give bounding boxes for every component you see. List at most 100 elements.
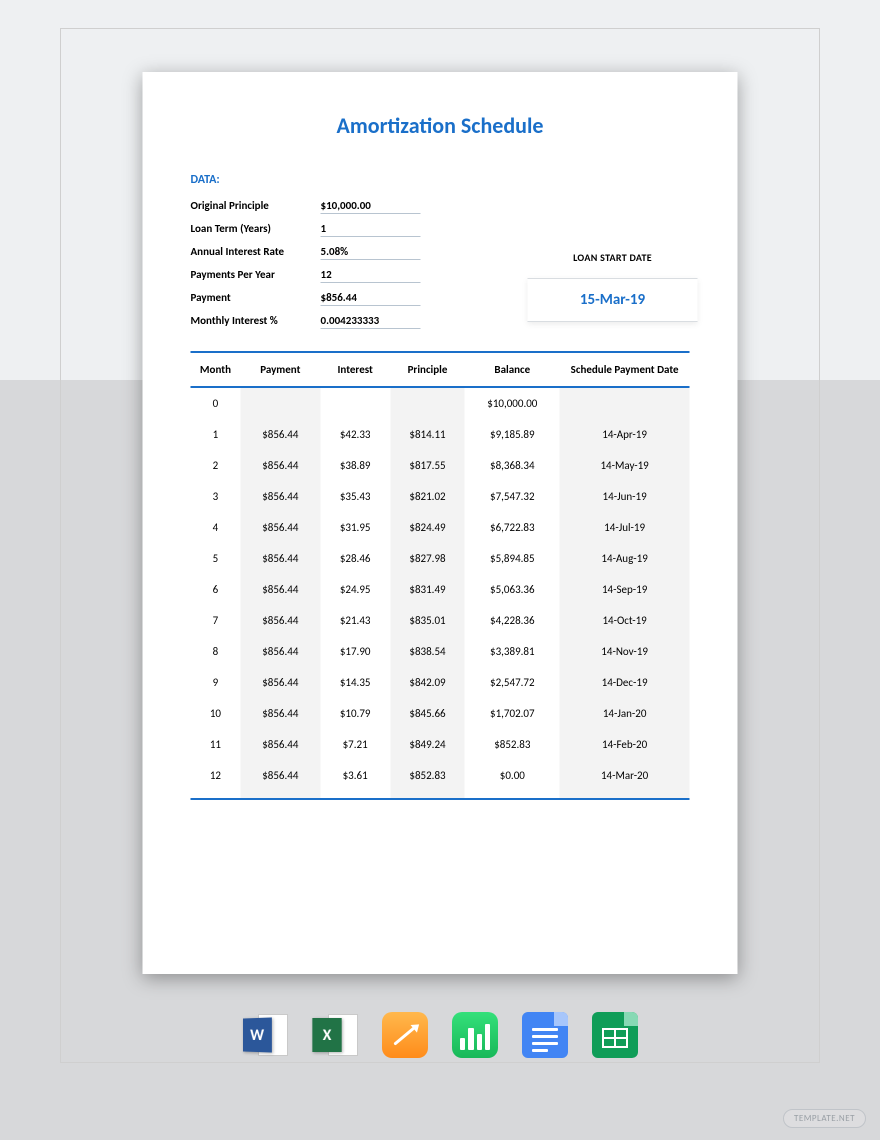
cell-principle: $817.55 [390, 450, 465, 481]
cell-month: 2 [191, 450, 241, 481]
cell-month: 11 [191, 729, 241, 760]
cell-month: 7 [191, 605, 241, 636]
loan-data-row: Loan Term (Years)1 [191, 222, 491, 237]
loan-data-value: $856.44 [321, 291, 421, 306]
cell-principle: $827.98 [390, 543, 465, 574]
loan-data-value: $10,000.00 [321, 199, 421, 214]
loan-data-row: Annual Interest Rate5.08% [191, 245, 491, 260]
cell-principle: $814.11 [390, 419, 465, 450]
loan-data-label: Annual Interest Rate [191, 245, 321, 260]
loan-data-section: DATA: Original Principle$10,000.00Loan T… [191, 173, 690, 329]
cell-date: 14-Feb-20 [560, 729, 690, 760]
cell-month: 6 [191, 574, 241, 605]
google-sheets-icon[interactable] [592, 1012, 638, 1058]
loan-start-date-label: LOAN START DATE [528, 251, 698, 264]
col-header-principle: Principle [390, 352, 465, 387]
excel-icon[interactable]: X [312, 1012, 358, 1058]
loan-data-label: Loan Term (Years) [191, 222, 321, 237]
watermark: TEMPLATE.NET [783, 1109, 866, 1128]
table-row: 4$856.44$31.95$824.49$6,722.8314-Jul-19 [191, 512, 690, 543]
cell-balance: $2,547.72 [465, 667, 560, 698]
cell-principle: $849.24 [390, 729, 465, 760]
cell-principle: $824.49 [390, 512, 465, 543]
cell-principle: $852.83 [390, 760, 465, 799]
table-row: 0 $10,000.00 [191, 387, 690, 419]
table-header-row: Month Payment Interest Principle Balance… [191, 352, 690, 387]
loan-data-label: Monthly Interest % [191, 314, 321, 329]
cell-month: 0 [191, 387, 241, 419]
cell-principle: $821.02 [390, 481, 465, 512]
table-row: 5$856.44$28.46$827.98$5,894.8514-Aug-19 [191, 543, 690, 574]
loan-start-date-box: LOAN START DATE 15-Mar-19 [528, 251, 698, 322]
cell-principle: $835.01 [390, 605, 465, 636]
amortization-table-wrap: Month Payment Interest Principle Balance… [191, 351, 690, 800]
cell-payment: $856.44 [240, 605, 320, 636]
table-row: 11$856.44$7.21$849.24$852.8314-Feb-20 [191, 729, 690, 760]
document-page: Amortization Schedule DATA: Original Pri… [143, 72, 738, 974]
cell-interest: $7.21 [320, 729, 390, 760]
cell-month: 10 [191, 698, 241, 729]
cell-interest: $28.46 [320, 543, 390, 574]
cell-interest: $42.33 [320, 419, 390, 450]
cell-month: 9 [191, 667, 241, 698]
cell-balance: $5,894.85 [465, 543, 560, 574]
loan-data-value: 0.004233333 [321, 314, 421, 329]
loan-data-rows: Original Principle$10,000.00Loan Term (Y… [191, 199, 491, 329]
cell-interest: $24.95 [320, 574, 390, 605]
cell-balance: $10,000.00 [465, 387, 560, 419]
data-header: DATA: [191, 173, 690, 187]
cell-interest: $17.90 [320, 636, 390, 667]
pages-icon[interactable] [382, 1012, 428, 1058]
cell-balance: $5,063.36 [465, 574, 560, 605]
col-header-balance: Balance [465, 352, 560, 387]
table-row: 6$856.44$24.95$831.49$5,063.3614-Sep-19 [191, 574, 690, 605]
cell-principle: $845.66 [390, 698, 465, 729]
table-row: 7$856.44$21.43$835.01$4,228.3614-Oct-19 [191, 605, 690, 636]
loan-data-label: Payments Per Year [191, 268, 321, 283]
table-row: 12$856.44$3.61$852.83$0.0014-Mar-20 [191, 760, 690, 799]
cell-interest [320, 387, 390, 419]
table-row: 3$856.44$35.43$821.02$7,547.3214-Jun-19 [191, 481, 690, 512]
format-icons-row: W X [242, 1012, 638, 1058]
loan-data-row: Payment$856.44 [191, 291, 491, 306]
loan-data-value: 5.08% [321, 245, 421, 260]
cell-balance: $9,185.89 [465, 419, 560, 450]
amortization-table: Month Payment Interest Principle Balance… [191, 351, 690, 800]
loan-data-label: Payment [191, 291, 321, 306]
word-icon[interactable]: W [242, 1012, 288, 1058]
cell-payment: $856.44 [240, 760, 320, 799]
loan-data-value: 12 [321, 268, 421, 283]
cell-month: 8 [191, 636, 241, 667]
cell-interest: $3.61 [320, 760, 390, 799]
loan-data-label: Original Principle [191, 199, 321, 214]
cell-month: 3 [191, 481, 241, 512]
cell-payment: $856.44 [240, 667, 320, 698]
cell-interest: $35.43 [320, 481, 390, 512]
cell-date: 14-May-19 [560, 450, 690, 481]
cell-interest: $31.95 [320, 512, 390, 543]
cell-month: 1 [191, 419, 241, 450]
cell-interest: $10.79 [320, 698, 390, 729]
cell-payment: $856.44 [240, 512, 320, 543]
cell-principle [390, 387, 465, 419]
numbers-icon[interactable] [452, 1012, 498, 1058]
google-docs-icon[interactable] [522, 1012, 568, 1058]
cell-interest: $21.43 [320, 605, 390, 636]
page-title: Amortization Schedule [191, 112, 690, 139]
cell-principle: $831.49 [390, 574, 465, 605]
cell-month: 12 [191, 760, 241, 799]
cell-balance: $4,228.36 [465, 605, 560, 636]
loan-data-row: Original Principle$10,000.00 [191, 199, 491, 214]
table-row: 1$856.44$42.33$814.11$9,185.8914-Apr-19 [191, 419, 690, 450]
cell-date: 14-Oct-19 [560, 605, 690, 636]
cell-payment: $856.44 [240, 729, 320, 760]
cell-balance: $7,547.32 [465, 481, 560, 512]
table-row: 8$856.44$17.90$838.54$3,389.8114-Nov-19 [191, 636, 690, 667]
loan-data-row: Payments Per Year12 [191, 268, 491, 283]
cell-payment: $856.44 [240, 450, 320, 481]
cell-interest: $14.35 [320, 667, 390, 698]
cell-payment: $856.44 [240, 636, 320, 667]
cell-balance: $1,702.07 [465, 698, 560, 729]
cell-date: 14-Apr-19 [560, 419, 690, 450]
cell-month: 5 [191, 543, 241, 574]
